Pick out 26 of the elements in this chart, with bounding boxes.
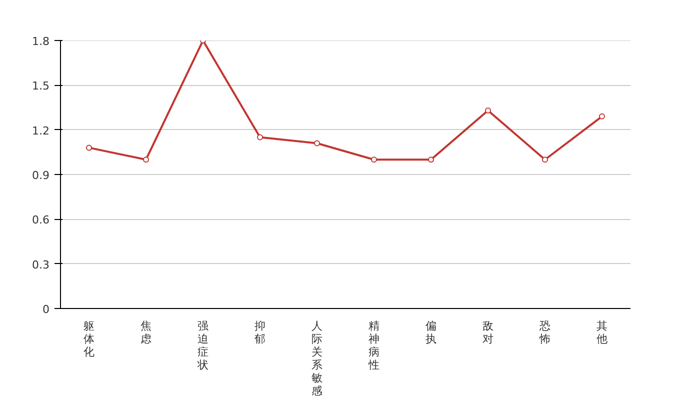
y-tick-label: 0.6	[32, 214, 50, 227]
y-tick-label: 1.2	[32, 124, 50, 138]
point	[371, 156, 377, 163]
x-tick-label: 强迫症状	[196, 320, 208, 372]
y-tick-label: 0.3	[32, 258, 50, 272]
point	[599, 113, 605, 120]
x-tick-label: 其他	[596, 320, 608, 346]
y-tick-label: 0	[42, 303, 50, 316]
point	[485, 107, 491, 114]
point	[143, 156, 149, 163]
point	[86, 144, 92, 151]
x-tick-label: 焦虑	[140, 320, 152, 346]
point	[428, 156, 434, 163]
x-tick-label: 偏执	[426, 320, 436, 346]
point	[257, 134, 263, 140]
x-tick-label: 躯体化	[84, 320, 94, 358]
x-tick-label: 精神病性	[368, 320, 380, 372]
point	[542, 156, 548, 163]
x-tick-label: 人际关系敏感	[312, 320, 322, 398]
x-tick-label: 敌对	[482, 320, 494, 346]
y-tick-label: 0.9	[32, 169, 50, 182]
point	[314, 140, 320, 146]
y-tick-label: 1.5	[32, 80, 50, 93]
x-tick-label: 恐怖	[538, 320, 550, 346]
y-tick-label: 1.8	[32, 35, 50, 48]
x-tick-label: 抑郁	[254, 320, 266, 346]
